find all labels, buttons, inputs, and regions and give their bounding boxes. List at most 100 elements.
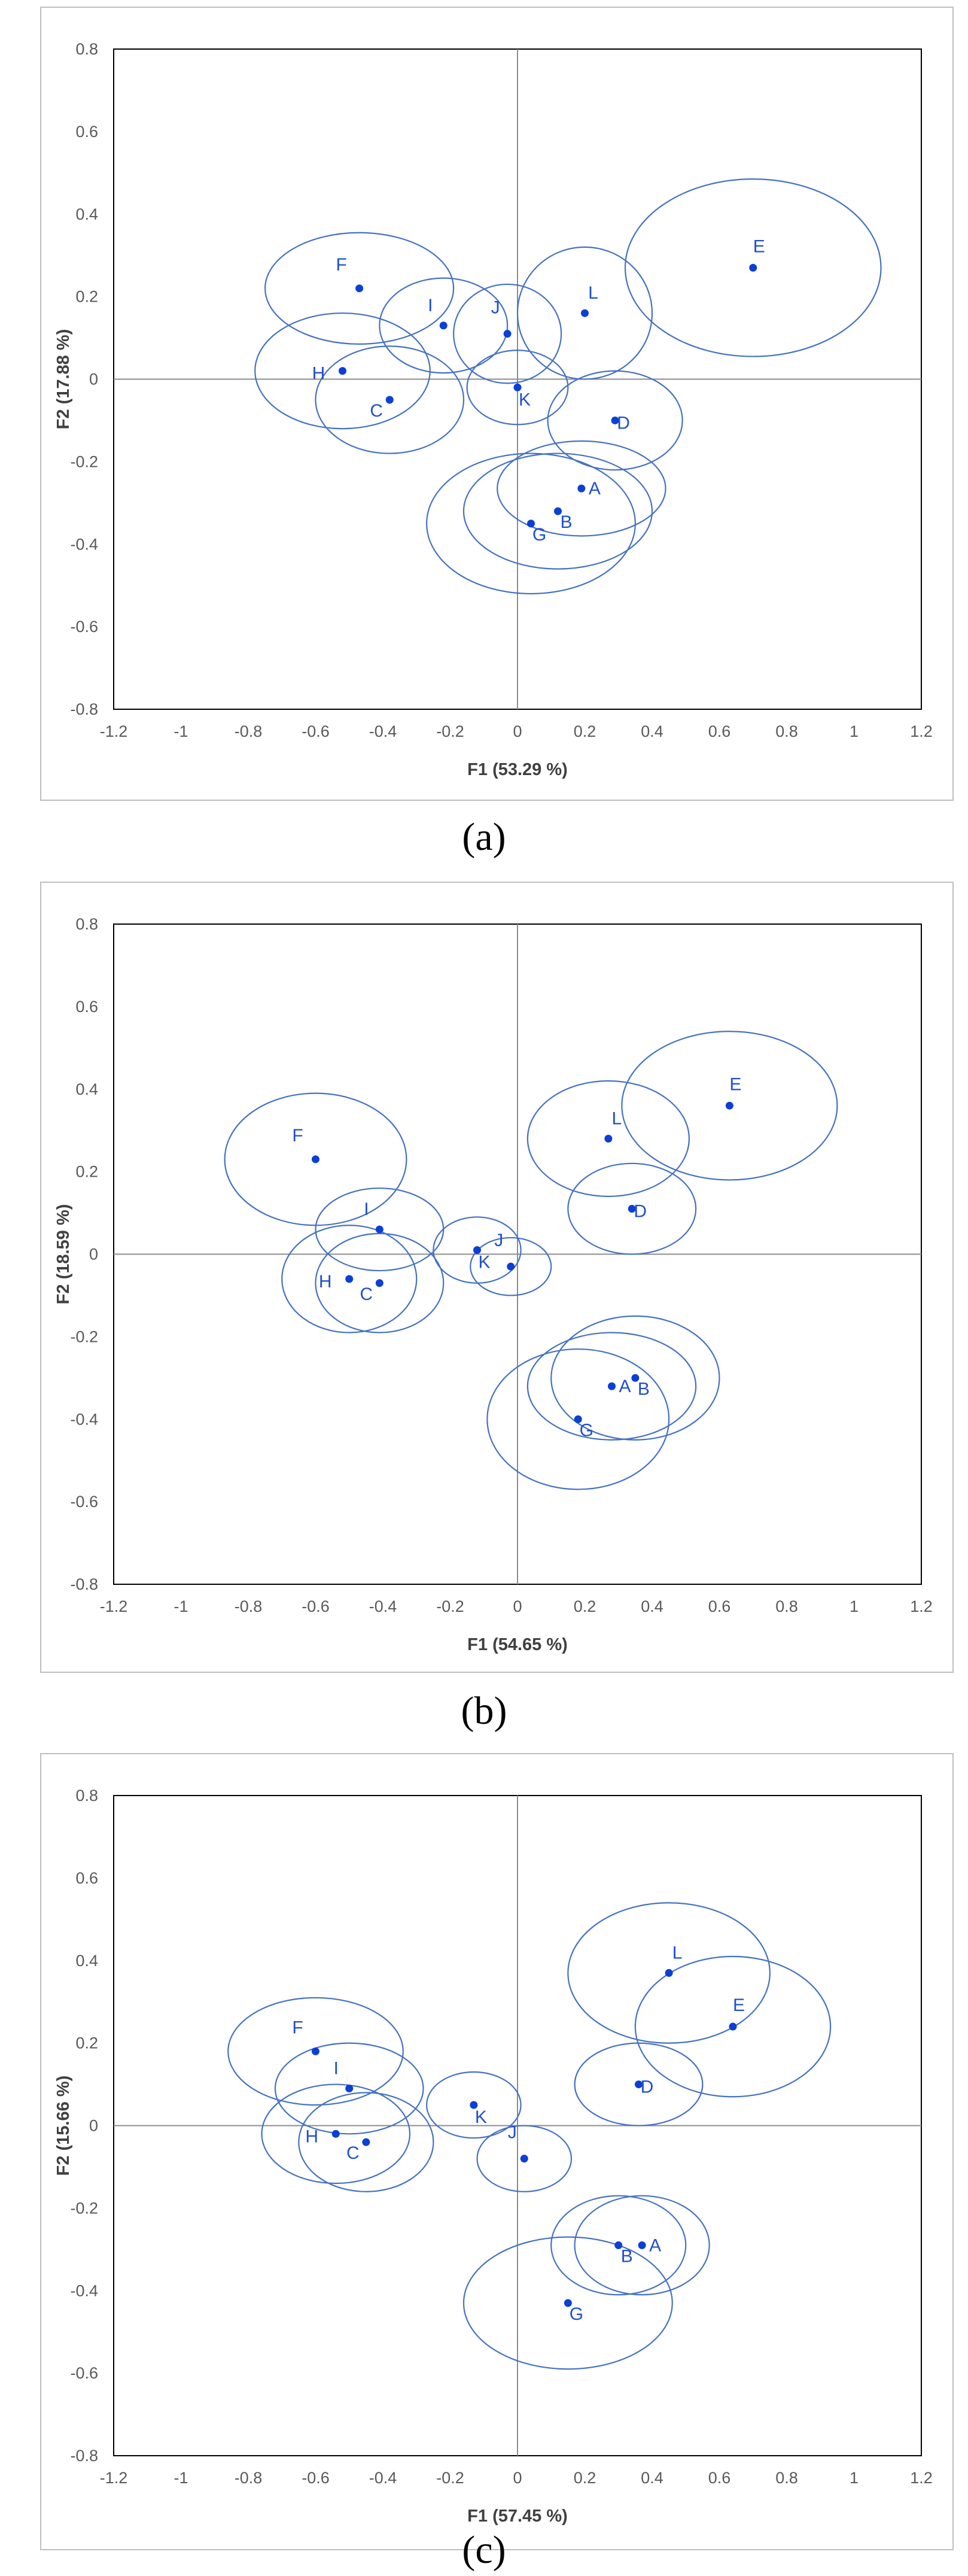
y-axis-title: F2 (15.66 %) bbox=[54, 2076, 73, 2176]
panel-caption: (b) bbox=[461, 1689, 507, 1733]
y-axis-title: F2 (18.59 %) bbox=[54, 1204, 73, 1305]
ellipse-C bbox=[315, 1232, 445, 1333]
point-label-H: H bbox=[312, 364, 325, 384]
x-tick-label: -0.2 bbox=[436, 722, 464, 740]
ellipse-E bbox=[624, 178, 882, 357]
point-C bbox=[385, 396, 394, 404]
point-label-G: G bbox=[580, 1420, 593, 1440]
y-tick-label: 0.6 bbox=[75, 123, 98, 141]
y-tick-label: 0 bbox=[89, 2117, 98, 2135]
x-tick-label: -0.4 bbox=[369, 2469, 397, 2487]
ellipse-K bbox=[433, 1216, 522, 1284]
x-tick-label: 0.4 bbox=[641, 2469, 663, 2487]
point-label-L: L bbox=[612, 1108, 622, 1128]
confidence-ellipses bbox=[227, 1902, 832, 2370]
x-axis-title: F1 (53.29 %) bbox=[467, 760, 568, 779]
point-K bbox=[513, 383, 522, 391]
x-tick-label: 0.2 bbox=[574, 1597, 596, 1615]
point-J bbox=[520, 2155, 528, 2163]
chart-frame bbox=[40, 7, 954, 801]
ellipse-B bbox=[550, 2195, 687, 2296]
point-label-L: L bbox=[588, 283, 598, 303]
point-H bbox=[339, 367, 346, 375]
point-K bbox=[470, 2101, 478, 2109]
x-axis-title: F1 (54.65 %) bbox=[467, 1635, 568, 1654]
chart-frame bbox=[40, 882, 954, 1673]
x-tick-label: 1.2 bbox=[910, 722, 933, 740]
point-G bbox=[527, 520, 535, 528]
y-tick-label: 0.4 bbox=[75, 205, 98, 223]
point-label-J: J bbox=[491, 298, 500, 318]
panel-c: -1.2 -1 -0.8 -0.6 -0.4 -0.2 0 0.2 0.4 0.6 0.8 1 1.2 -… bbox=[40, 1753, 954, 2572]
point-label-J: J bbox=[494, 1231, 503, 1250]
point-label-D: D bbox=[634, 1202, 647, 1222]
point-L bbox=[581, 309, 589, 317]
point-A bbox=[638, 2241, 646, 2249]
y-tick-label: -0.8 bbox=[70, 700, 98, 718]
ellipse-J bbox=[476, 2125, 573, 2192]
point-L bbox=[604, 1134, 613, 1143]
y-tick-label: 0.2 bbox=[75, 1163, 98, 1181]
confidence-ellipses bbox=[224, 1031, 838, 1490]
ellipse-B bbox=[462, 452, 653, 570]
x-tick-label: -0.8 bbox=[235, 722, 263, 740]
y-tick-label: 0.8 bbox=[75, 915, 98, 933]
ellipse-J bbox=[453, 283, 562, 384]
point-label-K: K bbox=[519, 390, 531, 409]
point-D bbox=[635, 2080, 643, 2089]
point-label-I: I bbox=[364, 1199, 369, 1219]
y-tick-label: -0.6 bbox=[70, 1493, 98, 1511]
x-tick-label: -0.6 bbox=[302, 722, 330, 740]
x-tick-label: -0.2 bbox=[436, 1597, 464, 1615]
ellipse-C bbox=[298, 2092, 434, 2192]
x-tick-label: 0.6 bbox=[708, 722, 731, 740]
panel-caption: (c) bbox=[462, 2528, 506, 2572]
x-tick-label: 0.8 bbox=[775, 2469, 798, 2487]
point-F bbox=[312, 1155, 319, 1164]
point-label-E: E bbox=[729, 1074, 741, 1094]
point-A bbox=[608, 1382, 616, 1390]
point-label-H: H bbox=[305, 2127, 318, 2146]
ellipse-L bbox=[526, 1080, 690, 1198]
y-tick-label: -0.8 bbox=[70, 2447, 98, 2465]
y-tick-label: 0.2 bbox=[75, 2034, 98, 2052]
x-tick-label: -0.8 bbox=[235, 1597, 263, 1615]
ellipse-C bbox=[315, 345, 465, 454]
y-tick-label: 0 bbox=[89, 370, 98, 388]
x-tick-label: 1 bbox=[850, 1597, 859, 1615]
point-K bbox=[473, 1246, 481, 1254]
point-label-F: F bbox=[292, 1126, 303, 1146]
point-F bbox=[355, 284, 364, 293]
x-tick-label: 0.4 bbox=[641, 1597, 663, 1615]
point-D bbox=[611, 416, 619, 424]
x-tick-label: 0.8 bbox=[775, 1597, 798, 1615]
y-tick-label: -0.8 bbox=[70, 1575, 98, 1593]
point-B bbox=[554, 507, 562, 515]
y-tick-label: -0.2 bbox=[70, 2199, 98, 2217]
ellipse-H bbox=[254, 312, 431, 430]
x-tick-label: -1.2 bbox=[100, 2469, 128, 2487]
point-J bbox=[503, 330, 512, 338]
y-tick-label: -0.4 bbox=[70, 2282, 98, 2299]
x-tick-label: -0.4 bbox=[369, 1597, 397, 1615]
point-I bbox=[345, 2084, 354, 2092]
x-tick-label: 0.2 bbox=[574, 2469, 596, 2487]
ellipse-A bbox=[574, 2195, 710, 2296]
ellipse-K bbox=[466, 350, 569, 426]
point-L bbox=[665, 1969, 673, 1977]
ellipse-H bbox=[261, 2083, 411, 2185]
point-G bbox=[574, 1415, 582, 1423]
ellipse-L bbox=[567, 1902, 771, 2044]
ellipse-F bbox=[264, 232, 455, 345]
point-F bbox=[312, 2047, 319, 2055]
y-tick-label: -0.2 bbox=[70, 452, 98, 470]
point-B bbox=[614, 2241, 623, 2249]
x-tick-label: 0 bbox=[513, 2469, 522, 2487]
y-tick-label: 0.2 bbox=[75, 288, 98, 306]
panel-a: -1.2 -1 -0.8 -0.6 -0.4 -0.2 0 0.2 0.4 0.6 0.8 1 1.2 -… bbox=[40, 7, 954, 859]
x-tick-label: 0.6 bbox=[708, 1597, 731, 1615]
point-label-A: A bbox=[649, 2235, 661, 2255]
ellipse-G bbox=[426, 452, 636, 595]
point-C bbox=[375, 1279, 383, 1287]
ellipse-D bbox=[547, 370, 683, 471]
